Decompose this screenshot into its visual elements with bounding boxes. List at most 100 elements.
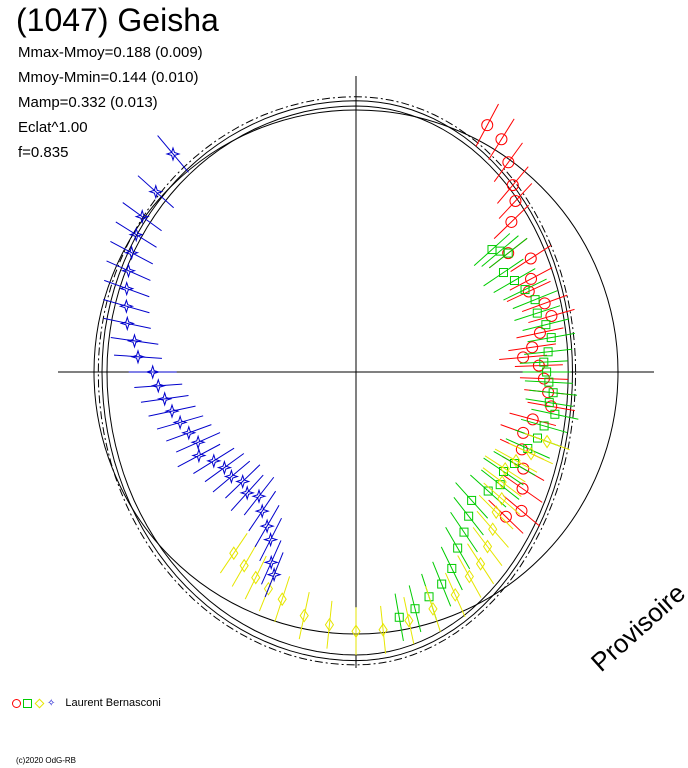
data-point-star [266,566,282,583]
error-bar [522,318,570,331]
error-bar [156,415,204,430]
data-point-square [467,495,477,505]
error-bar [475,103,499,147]
data-point-diamond [497,491,507,506]
data-point-star [251,488,267,504]
data-point-diamond [324,617,335,632]
data-point-circle [526,341,539,354]
data-point-circle [495,133,508,146]
data-point-star [128,226,144,243]
data-point-star [126,333,143,349]
fit-curve [101,100,574,662]
fit-curve [97,96,577,666]
data-point-square [548,388,558,398]
data-point-diamond [488,522,498,537]
error-bar [524,348,573,355]
data-point-square [546,333,556,343]
error-bar [432,561,452,607]
data-point-square [410,604,420,614]
legend: ✧ Laurent Bernasconi [12,697,161,709]
error-bar [488,499,524,534]
data-point-star [190,434,206,451]
data-point-star [150,378,167,394]
data-point-circle [515,443,528,456]
circle-symbol-icon [12,698,21,708]
data-point-square [530,295,540,305]
data-point-square [447,563,457,573]
data-point-square [532,308,542,318]
error-bar [122,202,162,232]
error-bar [484,455,526,483]
data-point-square [543,347,553,357]
error-bar [481,235,519,267]
error-bar [493,142,523,182]
data-point-diamond [251,570,261,585]
data-point-square [498,268,508,278]
error-bar [115,221,157,248]
error-bar [525,398,574,407]
error-bar [408,585,422,633]
data-point-star [216,459,233,476]
error-bar [509,443,554,465]
legend-observer: Laurent Bernasconi [65,697,161,709]
data-point-diamond [351,624,361,639]
data-point-diamond [542,434,552,449]
error-bar [524,380,573,384]
data-point-star [263,554,279,571]
data-point-diamond [526,446,536,461]
data-point-star [165,146,181,162]
data-point-star [206,453,222,469]
star-symbol-icon: ✧ [47,697,56,709]
data-point-square [464,511,474,521]
error-bar [110,337,159,345]
data-point-star [181,425,197,441]
error-bar [483,482,521,515]
error-bar [516,327,564,339]
data-point-square [544,377,554,387]
error-bar [193,447,235,475]
error-bar [520,418,568,434]
error-bar [531,408,579,420]
data-point-circle [525,272,538,285]
error-bar [502,474,543,503]
error-bar [493,268,536,293]
data-point-square [437,579,447,589]
error-bar [244,555,267,600]
data-point-star [239,485,255,501]
error-bar [254,505,280,548]
data-point-circle [517,426,530,439]
error-bar [488,237,528,269]
error-bar [457,555,482,598]
stat-eclat: Eclat^1.00 [18,119,88,136]
error-bar [508,343,557,352]
data-point-star [259,518,275,534]
error-bar [103,299,150,314]
error-bar [175,432,221,453]
error-bar [453,496,484,536]
data-point-diamond [428,601,438,616]
data-point-star [164,403,180,419]
data-point-diamond [299,608,309,623]
data-point-star [191,447,207,464]
error-bar [425,585,441,632]
error-bar [177,443,221,468]
data-point-circle [533,326,546,339]
error-bar [230,474,264,512]
error-bar [110,240,154,265]
error-bar [248,490,277,532]
data-point-diamond [239,558,249,573]
data-point-star [148,183,164,200]
error-bar [380,605,387,654]
data-point-square [453,543,463,553]
error-bar [514,364,563,367]
error-bar [148,405,196,417]
error-bar [264,552,284,598]
data-point-circle [516,482,529,495]
error-bar [259,517,282,562]
data-point-diamond [378,622,388,637]
error-bar [488,118,515,160]
error-bar [497,166,529,204]
error-bar [512,290,558,310]
error-bar [467,543,495,585]
data-point-square [539,357,549,367]
